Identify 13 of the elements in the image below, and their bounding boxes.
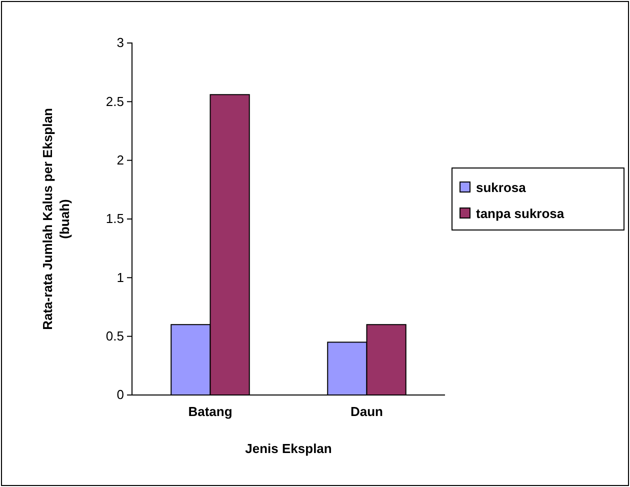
y-tick-label: 2 <box>116 152 124 168</box>
x-tick-label: Batang <box>188 404 232 420</box>
y-axis-title: Rata-rata Jumlah Kalus per Eksplan (buah) <box>40 108 72 330</box>
y-tick-label: 3 <box>116 35 124 50</box>
y-tick-label: 1.5 <box>106 211 124 226</box>
legend-label: sukrosa <box>476 180 527 195</box>
legend-label: tanpa sukrosa <box>476 206 565 221</box>
y-tick-label: 2.5 <box>106 94 124 109</box>
x-tick-label: Daun <box>350 404 384 420</box>
y-tick-label: 0 <box>116 387 124 402</box>
y-tick-label: 1 <box>116 270 124 285</box>
y-tick-label: 0.5 <box>106 328 124 344</box>
x-axis-title: Jenis Eksplan <box>245 441 332 456</box>
